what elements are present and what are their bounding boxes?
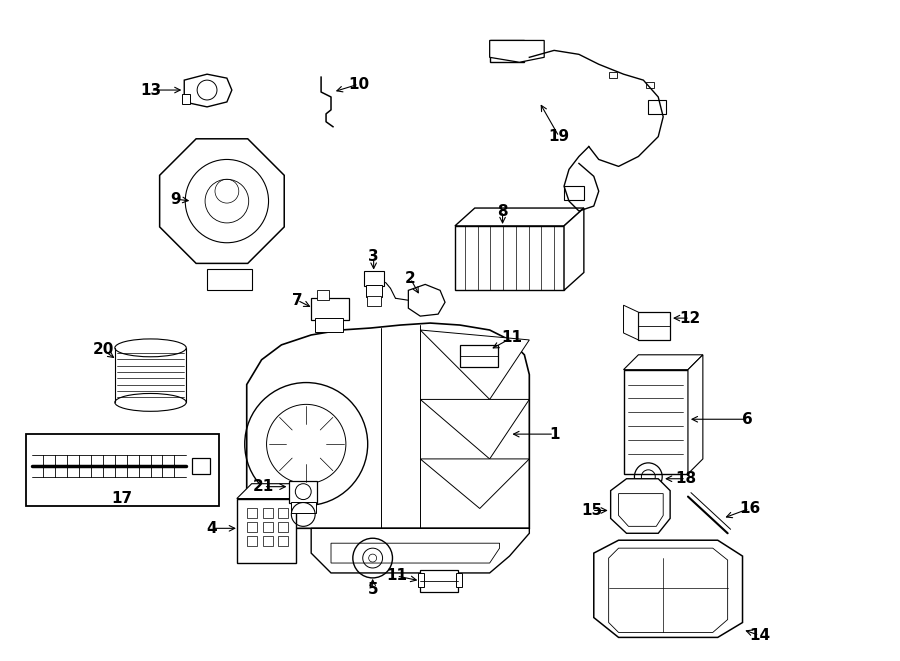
Text: 9: 9 [170,192,181,207]
Bar [317,290,329,300]
Bar [263,522,273,532]
Bar [247,522,256,532]
Polygon shape [409,284,445,316]
Bar [420,570,458,592]
Polygon shape [311,528,529,573]
Bar [608,72,617,78]
Text: 15: 15 [581,503,602,518]
Polygon shape [247,323,529,528]
Polygon shape [490,40,544,62]
Bar [263,508,273,518]
Text: 6: 6 [742,412,753,427]
Bar [646,82,654,88]
Polygon shape [610,479,670,533]
Polygon shape [564,208,584,290]
Polygon shape [420,330,529,399]
Bar [183,94,190,104]
Polygon shape [292,502,316,514]
Polygon shape [159,139,284,263]
Polygon shape [624,305,638,340]
Polygon shape [184,74,232,107]
Bar [193,458,210,474]
Text: 11: 11 [501,330,522,346]
Bar [25,434,219,506]
Polygon shape [420,459,529,508]
Bar [278,522,288,532]
Polygon shape [688,355,703,474]
Text: 2: 2 [405,271,416,286]
Polygon shape [624,355,703,369]
Bar [311,298,349,320]
Text: 13: 13 [140,83,161,98]
Polygon shape [420,399,529,459]
Text: 7: 7 [292,293,302,308]
Bar [263,536,273,546]
Bar [278,508,288,518]
Text: 17: 17 [112,491,132,506]
Bar [365,286,382,297]
Text: 1: 1 [549,426,560,442]
Bar [490,40,525,62]
Bar [247,536,256,546]
Bar [366,296,381,306]
Bar [315,318,343,332]
Text: 16: 16 [739,501,760,516]
Text: 18: 18 [675,471,697,486]
Polygon shape [455,208,584,226]
Text: 3: 3 [368,249,379,264]
Text: 19: 19 [548,129,570,144]
Text: 10: 10 [348,77,369,92]
Bar [290,481,317,502]
Bar [564,186,584,200]
Polygon shape [594,540,742,637]
Polygon shape [631,488,666,510]
Bar [364,270,383,286]
Bar [638,312,670,340]
Bar [624,369,688,474]
Text: 11: 11 [386,568,407,584]
Text: 20: 20 [93,342,113,358]
Text: 5: 5 [367,582,378,598]
Text: 14: 14 [749,628,770,643]
Text: 12: 12 [680,311,700,326]
Bar [418,573,424,587]
Bar [648,100,666,114]
Bar [278,536,288,546]
Bar [460,345,498,367]
Polygon shape [207,268,252,290]
Text: 4: 4 [207,521,217,536]
Bar [237,498,296,563]
Bar [247,508,256,518]
Text: 8: 8 [497,204,508,219]
Text: 21: 21 [253,479,274,494]
Bar [456,573,462,587]
Polygon shape [237,484,311,498]
Polygon shape [455,226,564,290]
